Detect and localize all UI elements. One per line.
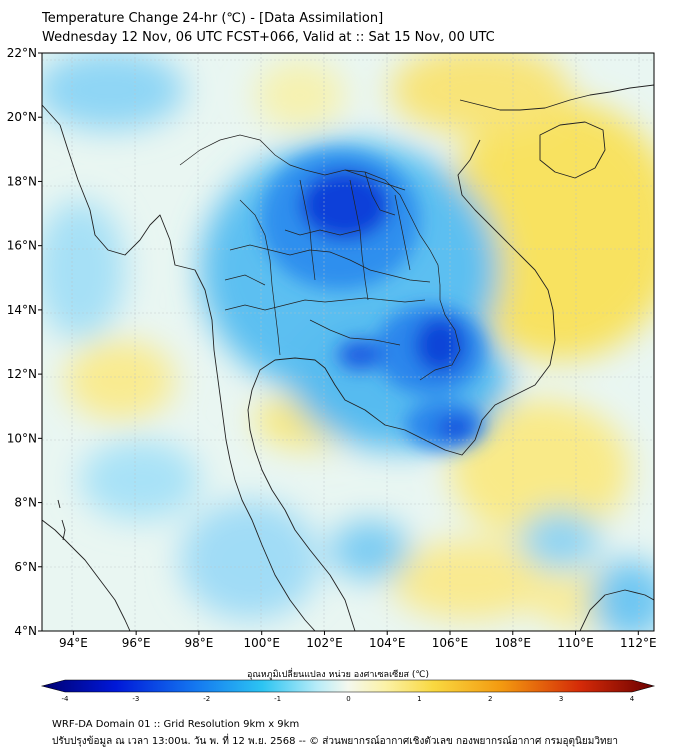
- lat-tick-label: 4°N: [14, 624, 37, 638]
- lon-tick-label: 112°E: [620, 636, 657, 650]
- lon-tick-label: 98°E: [184, 636, 213, 650]
- lon-tick-label: 108°E: [495, 636, 532, 650]
- lat-tick-label: 22°N: [7, 46, 37, 60]
- lon-tick-label: 94°E: [59, 636, 88, 650]
- lon-tick-label: 102°E: [306, 636, 343, 650]
- colorbar-tick-label: 1: [417, 695, 421, 703]
- lon-tick-label: 96°E: [122, 636, 151, 650]
- colorbar-title: อุณหภูมิเปลี่ยนแปลง หน่วย องศาเซลเซียส (…: [246, 670, 430, 680]
- lat-tick-label: 6°N: [14, 560, 37, 574]
- lat-tick-label: 16°N: [7, 239, 37, 253]
- map-subtitle: Wednesday 12 Nov, 06 UTC FCST+066, Valid…: [42, 30, 495, 45]
- colorbar-tick-label: -1: [274, 695, 281, 703]
- coastlines: [42, 84, 654, 631]
- lat-tick-label: 18°N: [7, 174, 37, 188]
- lon-tick-label: 110°E: [557, 636, 594, 650]
- footer-model-info: WRF-DA Domain 01 :: Grid Resolution 9km …: [52, 719, 300, 730]
- colorbar-tick-label: 3: [559, 695, 563, 703]
- map-title: Temperature Change 24-hr (℃) - [Data Ass…: [42, 11, 384, 26]
- map-frame: [41, 52, 655, 632]
- latitude-axis: 22°N 20°N 18°N 16°N 14°N 12°N 10°N 8°N 6°N 4°N: [7, 46, 42, 638]
- lat-tick-label: 10°N: [7, 431, 37, 445]
- lat-tick-label: 14°N: [7, 303, 37, 317]
- lon-tick-label: 106°E: [432, 636, 469, 650]
- admin-borders: [179, 134, 461, 381]
- gridlines: [42, 53, 654, 631]
- colorbar-tick-label: -2: [203, 695, 210, 703]
- colorbar-tick-label: 2: [488, 695, 492, 703]
- colorbar: -4 -3 -2 -1 0 1 2 3 4: [40, 679, 656, 703]
- colorbar-tick-label: 4: [630, 695, 635, 703]
- colorbar-tick-label: -4: [62, 695, 70, 703]
- colorbar-tick-label: 0: [346, 695, 350, 703]
- lon-tick-label: 100°E: [243, 636, 280, 650]
- lon-tick-label: 104°E: [369, 636, 406, 650]
- colorbar-tick-label: -3: [132, 695, 139, 703]
- lat-tick-label: 20°N: [7, 110, 37, 124]
- longitude-axis: 94°E 96°E 98°E 100°E 102°E 104°E 106°E 108°E 110…: [59, 631, 657, 650]
- temperature-field: [42, 53, 654, 631]
- lat-tick-label: 8°N: [14, 496, 37, 510]
- lat-tick-label: 12°N: [7, 367, 37, 381]
- footer-credit: ปรับปรุงข้อมูล ณ เวลา 13:00น. วัน พ. ที่…: [52, 736, 619, 747]
